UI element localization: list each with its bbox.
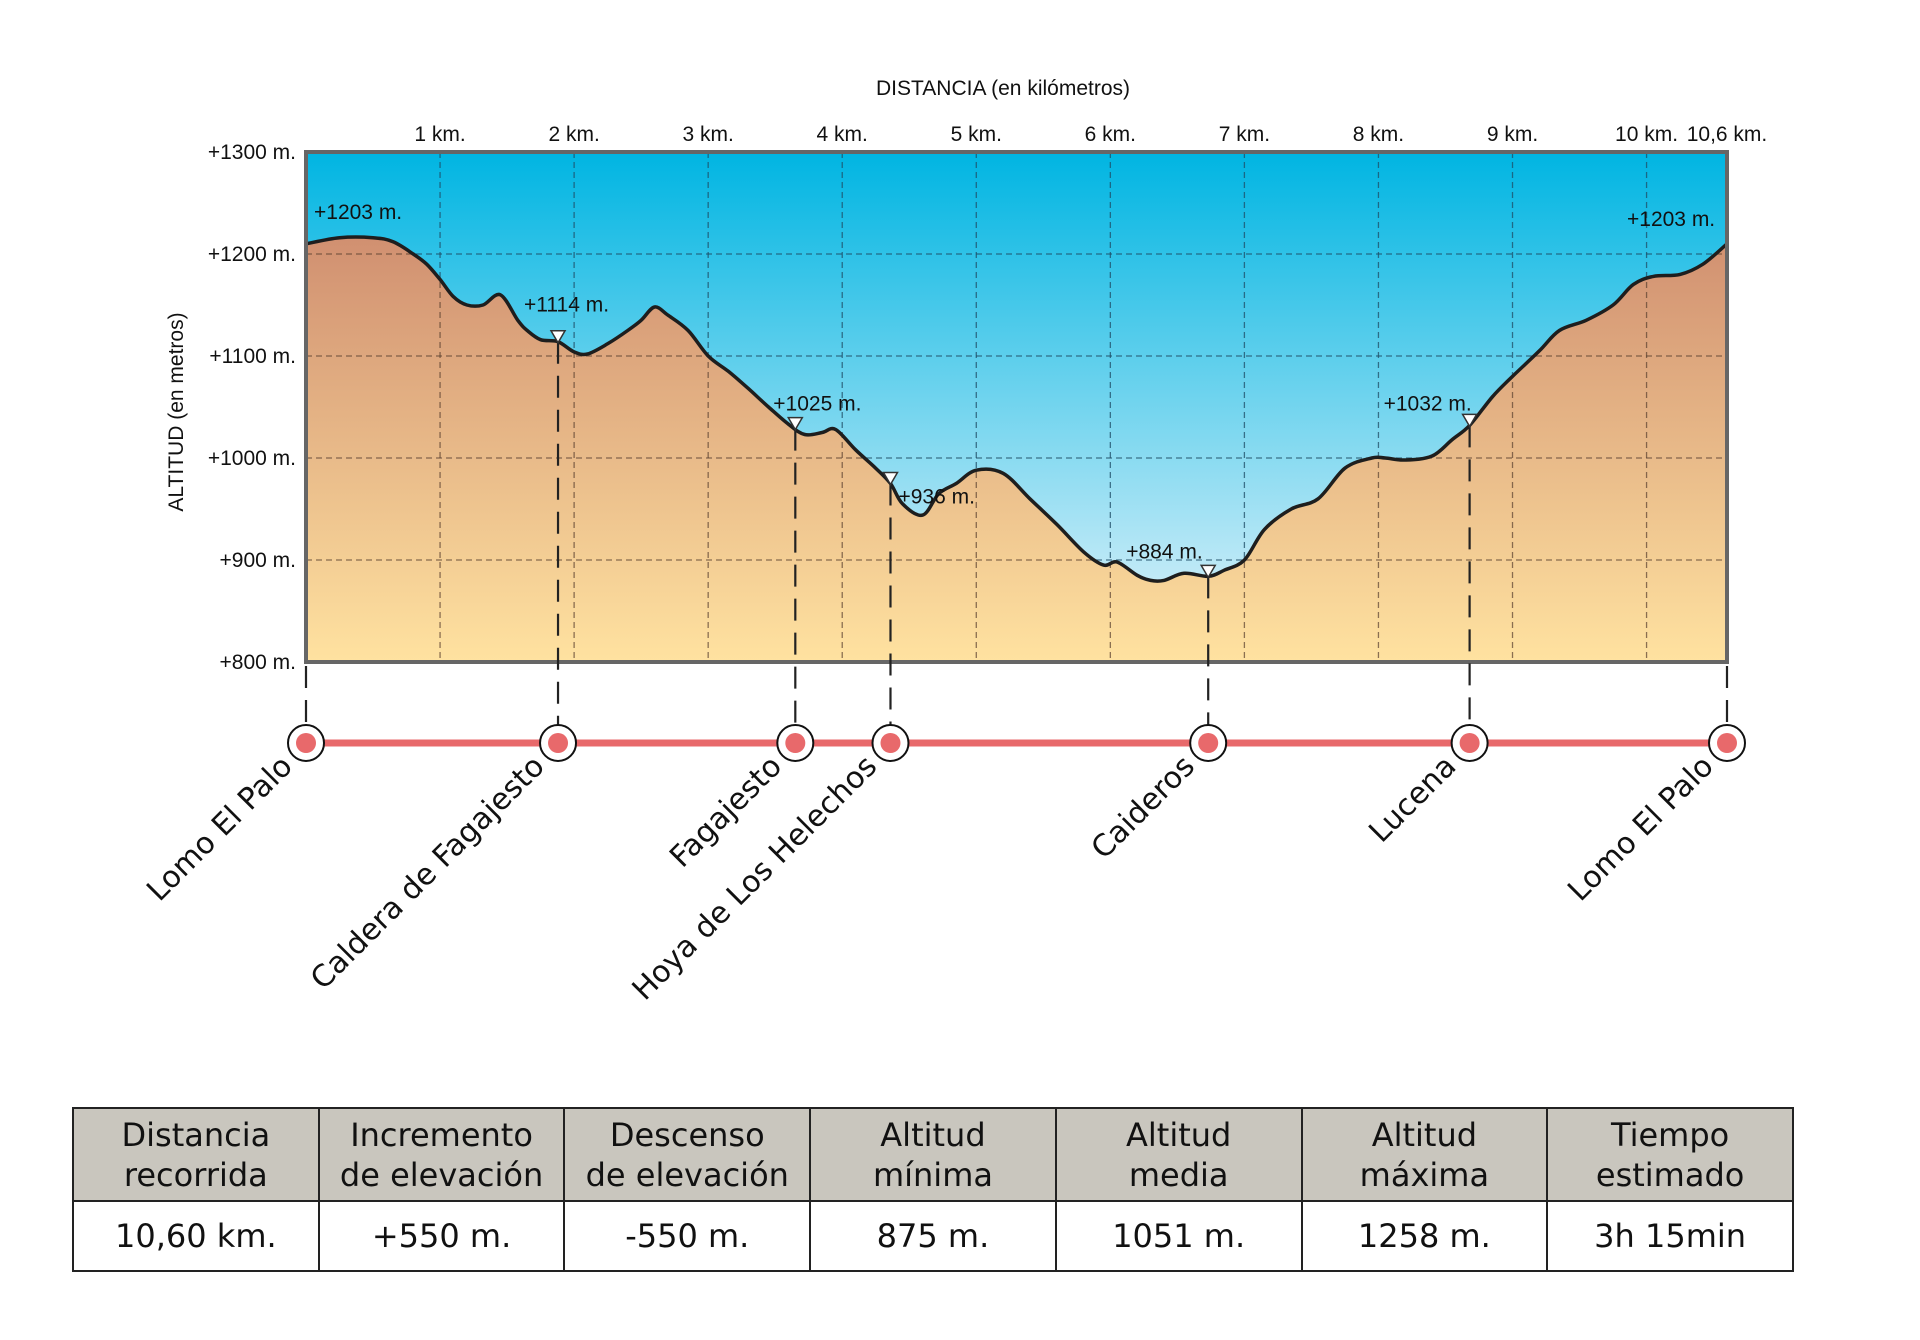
header-mean-altitude: Altitud media <box>1054 1107 1303 1202</box>
waypoint-dot-icon <box>785 733 806 753</box>
profile-line <box>305 235 1729 583</box>
header-max-altitude: Altitud máxima <box>1300 1107 1549 1202</box>
x-tick-label: 8 km. <box>1353 123 1404 146</box>
waypoint-name: Caldera de Fagajesto <box>304 749 552 997</box>
value-elevation-gain: +550 m. <box>317 1200 566 1272</box>
header-distance: Distancia recorrida <box>72 1107 320 1202</box>
x-tick-label: 10,6 km. <box>1687 123 1768 146</box>
waypoint-marker-icon <box>787 416 804 432</box>
waypoint-marker-icon <box>549 329 567 345</box>
stats-value-row: 10,60 km. +550 m. -550 m. 875 m. 1051 m.… <box>72 1200 1794 1272</box>
waypoint-marker-icon <box>1199 564 1217 579</box>
chart-title: DISTANCIA (en kilómetros) <box>876 77 1130 100</box>
waypoint-marker-icon <box>882 471 899 486</box>
waypoint-marker-icon <box>1461 413 1478 428</box>
waypoint-name: Lomo El Palo <box>140 749 299 908</box>
waypoint-dot-icon <box>880 733 901 753</box>
stats-header-row: Distancia recorrida Incremento de elevació… <box>72 1107 1794 1202</box>
altitude-annotation: +884 m. <box>1126 540 1202 563</box>
stats-table: Distancia recorrida Incremento de elevació… <box>72 1107 1794 1272</box>
value-min-altitude: 875 m. <box>809 1200 1057 1272</box>
y-tick-label: +1100 m. <box>209 345 296 368</box>
x-tick-label: 6 km. <box>1085 123 1136 146</box>
value-max-altitude: 1258 m. <box>1300 1200 1549 1272</box>
header-min-altitude: Altitud mínima <box>809 1107 1057 1202</box>
y-tick-label: +800 m. <box>220 651 296 674</box>
y-axis-ticks: +1300 m. +1200 m. +1100 m. +1000 m. +900 m. +… <box>208 141 296 674</box>
y-tick-label: +1200 m. <box>208 243 296 266</box>
waypoints: Lomo El Palo Caldera de Fagajesto Fagajest… <box>140 724 1746 1007</box>
waypoint-dot-icon <box>1459 733 1480 753</box>
elevation-profile-chart: DISTANCIA (en kilómetros) ALTITUD (en me… <box>140 77 1767 1007</box>
altitude-annotation: +1203 m. <box>314 201 402 224</box>
value-estimated-time: 3h 15min <box>1546 1200 1794 1272</box>
waypoint-name: Lomo El Palo <box>1561 749 1720 908</box>
value-distance: 10,60 km. <box>72 1200 320 1272</box>
altitude-annotation: +1025 m. <box>773 393 861 416</box>
x-tick-label: 3 km. <box>682 123 733 146</box>
waypoint-dot-icon <box>548 733 569 753</box>
x-tick-label: 4 km. <box>817 123 868 146</box>
header-estimated-time: Tiempo estimado <box>1546 1107 1794 1202</box>
value-elevation-loss: -550 m. <box>563 1200 812 1272</box>
waypoint-name: Lucena <box>1362 749 1463 850</box>
header-elevation-loss: Descenso de elevación <box>563 1107 812 1202</box>
waypoint: Caldera de Fagajesto <box>304 724 578 997</box>
waypoint-dot-icon <box>1198 733 1219 753</box>
x-tick-label: 9 km. <box>1487 123 1538 146</box>
terrain-area <box>306 237 1727 662</box>
x-tick-label: 7 km. <box>1219 123 1270 146</box>
x-tick-label: 10 km. <box>1615 123 1678 146</box>
altitude-annotation: +1114 m. <box>524 294 609 317</box>
y-tick-label: +1000 m. <box>208 447 296 470</box>
waypoint-dot-icon <box>1717 733 1737 753</box>
waypoint-name: Caideros <box>1085 749 1202 866</box>
waypoint-dot-icon <box>296 733 316 753</box>
header-elevation-gain: Incremento de elevación <box>317 1107 566 1202</box>
y-tick-label: +1300 m. <box>208 141 296 164</box>
x-axis-ticks: 1 km. 2 km. 3 km. 4 km. 5 km. 6 km. 7 km. 8 km.… <box>414 123 1767 146</box>
value-mean-altitude: 1051 m. <box>1054 1200 1303 1272</box>
waypoint-drop-lines <box>304 341 1729 742</box>
y-tick-label: +900 m. <box>220 549 296 572</box>
plot-frame <box>304 150 1729 664</box>
altitude-annotation: +1203 m. <box>1627 208 1715 231</box>
altitude-annotation: +936 m. <box>898 486 974 509</box>
waypoint: Lomo El Palo <box>140 724 325 908</box>
x-tick-label: 5 km. <box>951 123 1002 146</box>
x-tick-label: 1 km. <box>414 123 465 146</box>
altitude-annotations: +1203 m. +1114 m. +1025 m. +936 m. +884 m. +1… <box>314 201 1715 579</box>
waypoint: Lomo El Palo <box>1561 724 1746 908</box>
x-tick-label: 2 km. <box>548 123 599 146</box>
y-axis-label: ALTITUD (en metros) <box>165 312 188 511</box>
altitude-annotation: +1032 m. <box>1384 392 1472 415</box>
